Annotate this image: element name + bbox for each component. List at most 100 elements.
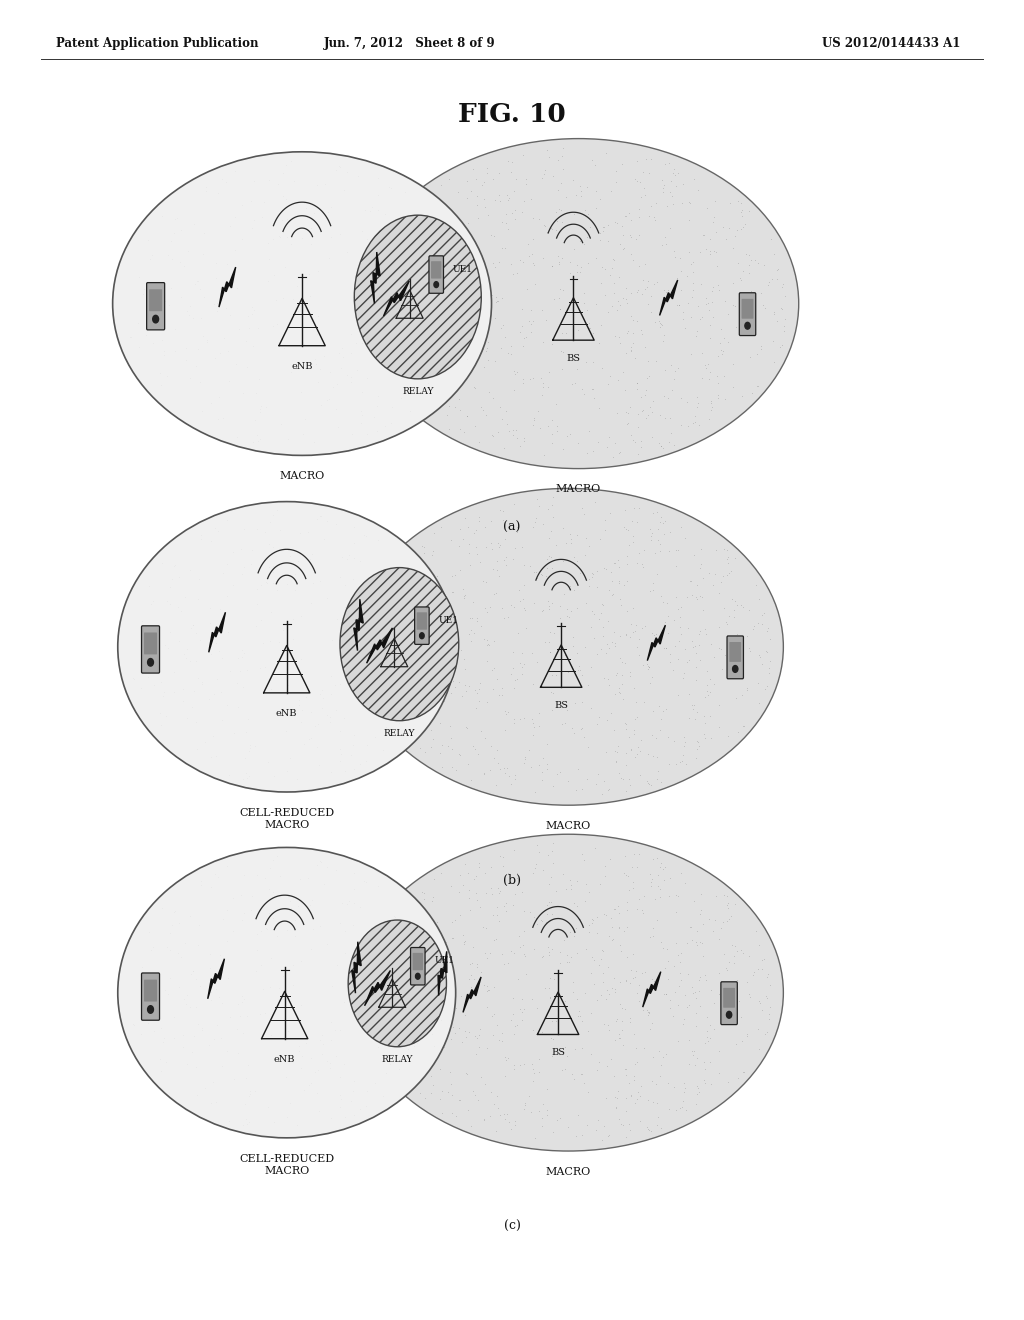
Point	[287, 925, 303, 946]
Point	[395, 239, 412, 260]
Point	[559, 1045, 575, 1067]
Point	[138, 325, 155, 346]
Point	[310, 713, 327, 734]
Point	[472, 1067, 488, 1088]
Point	[436, 1036, 453, 1057]
Point	[554, 1059, 570, 1080]
Point	[494, 944, 510, 965]
Point	[437, 626, 454, 647]
Circle shape	[434, 281, 438, 288]
Point	[702, 669, 719, 690]
Point	[253, 920, 269, 941]
Point	[185, 680, 202, 701]
Point	[432, 664, 449, 685]
Point	[617, 713, 634, 734]
Point	[689, 396, 706, 417]
Point	[633, 730, 649, 751]
Point	[423, 628, 439, 649]
Point	[220, 968, 237, 989]
Point	[524, 725, 541, 746]
Point	[623, 341, 639, 362]
Point	[497, 719, 513, 741]
Point	[673, 279, 689, 300]
Point	[574, 1010, 591, 1031]
Point	[603, 977, 620, 998]
Point	[586, 973, 602, 994]
Point	[311, 359, 328, 380]
Point	[577, 638, 593, 659]
Point	[498, 704, 514, 725]
Point	[293, 711, 309, 733]
Point	[496, 437, 512, 458]
Point	[274, 288, 291, 309]
Point	[687, 981, 703, 1002]
FancyBboxPatch shape	[413, 953, 423, 970]
Point	[447, 564, 464, 585]
Point	[431, 978, 447, 999]
Point	[650, 529, 667, 550]
Point	[164, 248, 180, 269]
Point	[451, 317, 467, 338]
Point	[681, 708, 697, 729]
Point	[710, 384, 726, 405]
Point	[413, 315, 429, 337]
Point	[507, 764, 523, 785]
Point	[478, 537, 495, 558]
Point	[375, 1085, 391, 1106]
Point	[486, 657, 503, 678]
Point	[430, 265, 446, 286]
Point	[391, 999, 408, 1020]
Point	[554, 158, 570, 180]
Point	[459, 348, 475, 370]
Point	[663, 997, 679, 1018]
Point	[525, 367, 542, 388]
Point	[473, 174, 489, 195]
Point	[611, 677, 628, 698]
Point	[187, 968, 204, 989]
Point	[614, 239, 631, 260]
Point	[504, 202, 520, 223]
Point	[524, 228, 541, 249]
Point	[321, 388, 337, 409]
Point	[494, 1031, 510, 1052]
Point	[627, 966, 643, 987]
Text: (a): (a)	[504, 521, 520, 535]
Point	[613, 940, 630, 961]
Point	[616, 1059, 633, 1080]
Point	[407, 286, 423, 308]
Point	[312, 916, 329, 937]
Point	[544, 904, 560, 925]
Point	[750, 672, 766, 693]
Point	[413, 993, 429, 1014]
Point	[492, 565, 508, 586]
Point	[526, 1127, 543, 1148]
Point	[617, 623, 634, 644]
Point	[196, 222, 212, 243]
Point	[423, 544, 439, 565]
Point	[634, 616, 650, 638]
Point	[393, 1023, 410, 1044]
Point	[402, 244, 419, 265]
Point	[719, 640, 735, 661]
Point	[331, 342, 347, 363]
Point	[523, 300, 540, 321]
Point	[568, 917, 585, 939]
Point	[261, 170, 278, 191]
Point	[271, 519, 288, 540]
Point	[594, 940, 610, 961]
Point	[173, 220, 189, 242]
Point	[380, 265, 396, 286]
Point	[280, 1020, 296, 1041]
Point	[503, 343, 519, 364]
Point	[465, 158, 481, 180]
Point	[618, 916, 635, 937]
Point	[480, 331, 497, 352]
Point	[688, 1048, 705, 1069]
Point	[718, 228, 734, 249]
Point	[396, 1034, 413, 1055]
Point	[283, 552, 299, 573]
Point	[426, 523, 442, 544]
Point	[705, 920, 721, 941]
Point	[160, 983, 176, 1005]
Point	[642, 1018, 658, 1039]
